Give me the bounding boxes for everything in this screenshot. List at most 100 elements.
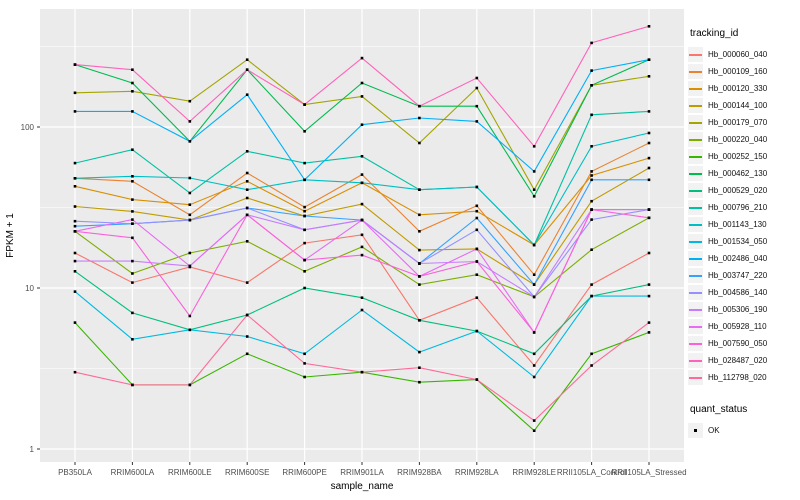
x-tick-label: RRIM600LE (168, 468, 212, 477)
data-point (418, 262, 421, 265)
data-point (475, 185, 479, 189)
legend-key (688, 302, 703, 317)
data-point (73, 110, 77, 113)
data-point (360, 245, 364, 249)
data-point (647, 131, 651, 135)
legend-entry-Hb_001143_130: Hb_001143_130 (688, 216, 800, 233)
legend-key (688, 98, 703, 113)
legend-label: Hb_005306_190 (708, 305, 768, 314)
data-point (131, 259, 134, 263)
data-point (360, 202, 364, 206)
data-point (245, 150, 249, 153)
chart-legend: tracking_id Hb_000060_040 Hb_000109_160 Hb… (688, 28, 800, 439)
data-point (532, 273, 536, 276)
x-tick-label: RRIM901LA (340, 468, 384, 477)
legend-entry-Hb_005306_190: Hb_005306_190 (688, 301, 800, 318)
data-point (131, 210, 134, 213)
legend-label: Hb_000120_330 (708, 84, 768, 93)
legend-entry-quant-OK: OK (688, 422, 800, 439)
legend-entry-Hb_005928_110: Hb_005928_110 (688, 318, 800, 335)
legend-label: Hb_000462_130 (708, 169, 768, 178)
data-point (360, 155, 364, 158)
data-point (360, 173, 364, 176)
data-point (131, 148, 134, 151)
legend-quant-entries: OK (688, 422, 800, 439)
data-point (131, 180, 134, 183)
data-point (532, 195, 536, 198)
data-point (532, 331, 536, 334)
data-point (245, 58, 249, 61)
data-point (590, 218, 593, 221)
legend-entry-Hb_112798_020: Hb_112798_020 (688, 369, 800, 386)
data-point (475, 86, 479, 90)
legend-entry-Hb_000109_160: Hb_000109_160 (688, 63, 800, 80)
data-point (245, 313, 249, 317)
data-point (418, 275, 421, 278)
legend-label: OK (708, 426, 720, 435)
legend-entry-Hb_000252_150: Hb_000252_150 (688, 148, 800, 165)
x-tick-label: RRII105LA_Control (557, 468, 627, 477)
legend-entry-Hb_000796_210: Hb_000796_210 (688, 199, 800, 216)
data-point (188, 328, 192, 332)
data-point (245, 281, 249, 284)
data-point (73, 290, 77, 293)
legend-key (688, 251, 703, 266)
data-point (532, 375, 536, 379)
data-point (303, 270, 306, 273)
data-point (188, 99, 192, 103)
x-tick-label: RRIM928LA (455, 468, 499, 477)
legend-key (688, 285, 703, 300)
legend-key-line (689, 139, 702, 141)
data-point (188, 140, 192, 143)
legend-label: Hb_000252_150 (708, 152, 768, 161)
data-point (475, 228, 479, 232)
data-point (303, 209, 306, 213)
data-point (73, 230, 77, 233)
data-point (188, 218, 192, 222)
legend-label: Hb_005928_110 (708, 322, 767, 331)
data-point (418, 116, 421, 120)
legend-tracking-entries: Hb_000060_040 Hb_000109_160 Hb_000120_330 H… (688, 46, 800, 386)
data-point (532, 419, 536, 422)
data-point (532, 429, 536, 432)
data-point (418, 104, 421, 108)
data-point (360, 123, 364, 126)
legend-key (688, 268, 703, 283)
data-point (475, 247, 479, 251)
data-point (245, 180, 249, 183)
legend-entry-Hb_028487_020: Hb_028487_020 (688, 352, 800, 369)
legend-key (688, 353, 703, 368)
x-tick-label: RRIM928BA (397, 468, 442, 477)
legend-key-line (689, 71, 702, 73)
data-point (73, 185, 77, 188)
legend-key (688, 166, 703, 181)
x-tick-label: RRIM600SE (225, 468, 269, 477)
data-point (360, 296, 364, 299)
legend-entry-Hb_000179_070: Hb_000179_070 (688, 114, 800, 131)
data-point (131, 383, 134, 387)
legend-key-line (689, 156, 702, 158)
y-tick-label: 1 (30, 445, 35, 454)
data-point (647, 25, 651, 28)
data-point (475, 260, 479, 263)
legend-key-line (689, 258, 702, 260)
data-point (647, 208, 651, 211)
legend-label: Hb_003747_220 (708, 271, 768, 280)
data-point (245, 240, 249, 243)
data-point (188, 383, 192, 387)
legend-key-line (689, 292, 702, 294)
legend-key-line (689, 207, 702, 209)
data-point (590, 178, 593, 182)
data-point (131, 198, 134, 201)
legend-entry-Hb_000462_130: Hb_000462_130 (688, 165, 800, 182)
data-point (590, 170, 593, 173)
legend-key-line (689, 224, 702, 226)
legend-key-line (689, 105, 702, 107)
legend-key (688, 64, 703, 79)
data-point (188, 251, 192, 255)
data-point (647, 141, 651, 145)
data-point (303, 103, 306, 106)
data-point (418, 350, 421, 354)
data-point (475, 209, 479, 213)
legend-key-line (689, 122, 702, 124)
